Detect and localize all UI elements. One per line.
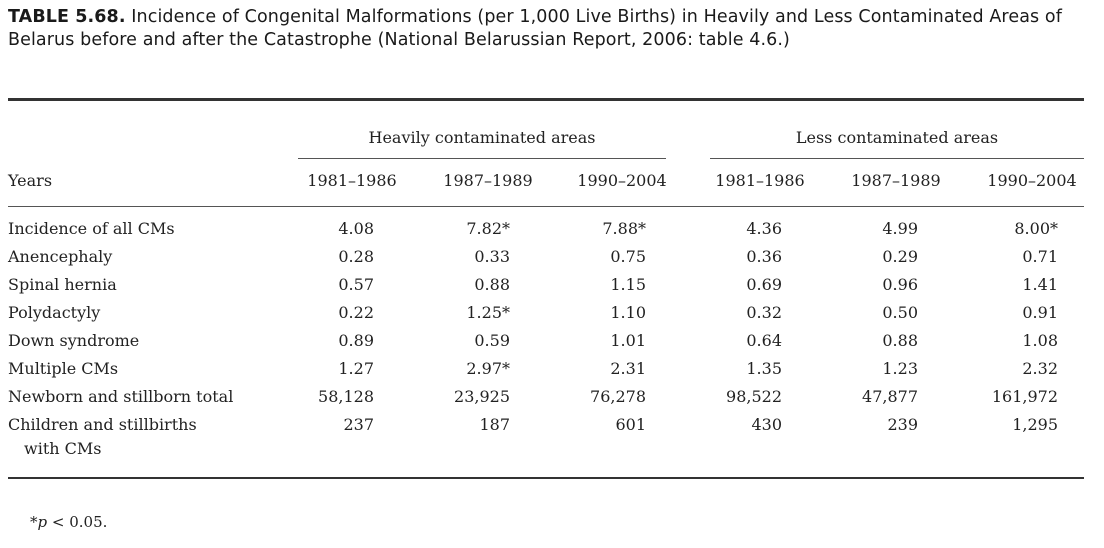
table-cell: 1.15: [610, 275, 646, 294]
footnote-p: p: [37, 513, 48, 531]
column-header: 1987–1989: [851, 171, 941, 190]
header-rule: [8, 206, 1084, 207]
column-header: 1981–1986: [307, 171, 397, 190]
table-cell: 187: [479, 415, 510, 434]
row-label: Down syndrome: [8, 331, 140, 350]
table-title: Incidence of Congenital Malformations (p…: [8, 7, 1062, 50]
table-cell: 1,295: [1012, 415, 1058, 434]
table-cell: 161,972: [991, 387, 1058, 406]
table-cell: 0.71: [1022, 247, 1058, 266]
column-header: 1981–1986: [715, 171, 805, 190]
table-caption: TABLE 5.68. Incidence of Congenital Malf…: [8, 6, 1098, 52]
table-cell: 0.75: [610, 247, 646, 266]
table-number: TABLE 5.68.: [8, 7, 126, 27]
row-label: Spinal hernia: [8, 275, 117, 294]
table-cell: 2.97*: [466, 359, 510, 378]
table-cell: 0.33: [474, 247, 510, 266]
table-cell: 0.88: [882, 331, 918, 350]
group-header-heavy: Heavily contaminated areas: [368, 128, 596, 147]
row-header-label: Years: [8, 171, 53, 190]
table-cell: 0.96: [882, 275, 918, 294]
table-cell: 1.27: [338, 359, 374, 378]
table-cell: 0.29: [882, 247, 918, 266]
table-cell: 430: [751, 415, 782, 434]
table-cell: 0.28: [338, 247, 374, 266]
table-cell: 1.41: [1022, 275, 1058, 294]
row-label: Children and stillbirths: [8, 415, 197, 434]
footnote: *p < 0.05.: [30, 513, 107, 531]
footnote-symbol: *: [30, 513, 38, 531]
table-cell: 2.31: [610, 359, 646, 378]
table-cell: 23,925: [454, 387, 510, 406]
table-cell: 0.36: [746, 247, 782, 266]
row-label: Multiple CMs: [8, 359, 119, 378]
row-label: Polydactyly: [8, 303, 101, 322]
column-header: 1987–1989: [443, 171, 533, 190]
table-cell: 4.36: [746, 219, 782, 238]
row-label: Newborn and stillborn total: [8, 387, 234, 406]
table-cell: 237: [343, 415, 374, 434]
top-rule: [8, 98, 1084, 101]
table-cell: 239: [887, 415, 918, 434]
table-cell: 0.32: [746, 303, 782, 322]
row-label: Anencephaly: [8, 247, 113, 266]
table-cell: 4.08: [338, 219, 374, 238]
group-underline-less: [710, 158, 1084, 159]
column-header: 1990–2004: [987, 171, 1077, 190]
table-cell: 0.91: [1022, 303, 1058, 322]
table-cell: 2.32: [1022, 359, 1058, 378]
table-cell: 7.88*: [602, 219, 646, 238]
group-header-less: Less contaminated areas: [795, 128, 999, 147]
table-cell: 0.57: [338, 275, 374, 294]
table-cell: 1.35: [746, 359, 782, 378]
group-underline-heavy: [298, 158, 666, 159]
table-cell: 1.25*: [466, 303, 510, 322]
table-cell: 98,522: [726, 387, 782, 406]
table-cell: 4.99: [882, 219, 918, 238]
table-cell: 76,278: [590, 387, 646, 406]
table-cell: 8.00*: [1014, 219, 1058, 238]
footnote-text: < 0.05.: [47, 513, 108, 531]
bottom-rule: [8, 477, 1084, 479]
table-cell: 1.10: [610, 303, 646, 322]
table-cell: 0.88: [474, 275, 510, 294]
table-cell: 0.69: [746, 275, 782, 294]
table-cell: 1.23: [882, 359, 918, 378]
row-label-continuation: with CMs: [24, 439, 102, 458]
column-header: 1990–2004: [577, 171, 667, 190]
table-cell: 0.59: [474, 331, 510, 350]
table-cell: 1.01: [610, 331, 646, 350]
table-cell: 601: [615, 415, 646, 434]
table-cell: 58,128: [318, 387, 374, 406]
row-label: Incidence of all CMs: [8, 219, 175, 238]
table-cell: 0.89: [338, 331, 374, 350]
table-cell: 7.82*: [466, 219, 510, 238]
table-cell: 0.64: [746, 331, 782, 350]
table-cell: 1.08: [1022, 331, 1058, 350]
table-cell: 0.22: [338, 303, 374, 322]
table-cell: 0.50: [882, 303, 918, 322]
table-cell: 47,877: [862, 387, 918, 406]
